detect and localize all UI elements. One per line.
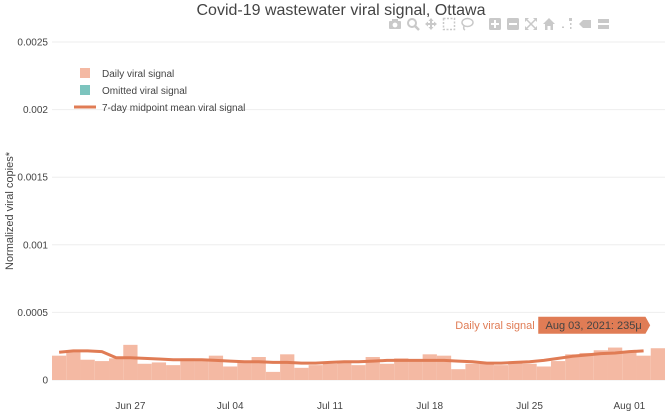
- daily-bar[interactable]: [94, 361, 110, 380]
- hover-box: [537, 315, 652, 335]
- y-tick-label: 0.0005: [17, 308, 48, 319]
- zoom-icon[interactable]: [406, 17, 420, 31]
- daily-bar[interactable]: [223, 366, 238, 380]
- daily-bar[interactable]: [151, 362, 167, 380]
- legend[interactable]: Daily viral signal Omitted viral signal 7-…: [74, 68, 245, 114]
- daily-bar[interactable]: [322, 363, 338, 380]
- hover-series-name: Daily viral signal: [455, 320, 534, 332]
- daily-bar[interactable]: [80, 359, 95, 380]
- hover-closest-icon[interactable]: [578, 17, 592, 31]
- hover-value-text: Aug 03, 2021: 235μ: [545, 320, 641, 332]
- hover-compare-icon[interactable]: [596, 17, 610, 31]
- daily-bar[interactable]: [194, 359, 209, 380]
- daily-bar[interactable]: [565, 354, 580, 380]
- daily-bar[interactable]: [622, 351, 637, 380]
- daily-bar[interactable]: [294, 367, 309, 380]
- chart-title: Covid-19 wastewater viral signal, Ottawa: [196, 2, 485, 19]
- daily-bar[interactable]: [479, 362, 494, 380]
- daily-bar[interactable]: [422, 354, 437, 380]
- daily-bar[interactable]: [123, 344, 138, 380]
- reset-axes-icon[interactable]: [542, 17, 556, 31]
- hover-tooltip: Aug 03, 2021: 235μ Daily viral signal: [455, 315, 652, 335]
- daily-bar[interactable]: [465, 363, 480, 380]
- x-tick-label: Jul 18: [416, 401, 443, 412]
- daily-bar[interactable]: [365, 357, 380, 380]
- daily-bar[interactable]: [379, 363, 395, 380]
- zoom-out-icon[interactable]: [506, 17, 520, 31]
- x-tick-label: Jul 25: [516, 401, 543, 412]
- daily-bar[interactable]: [451, 369, 466, 380]
- y-tick-label: 0.002: [23, 105, 48, 116]
- daily-bar[interactable]: [137, 363, 152, 380]
- legend-swatch: [80, 68, 90, 78]
- camera-icon[interactable]: [388, 17, 402, 31]
- daily-bar[interactable]: [237, 362, 252, 380]
- daily-bar[interactable]: [109, 358, 124, 380]
- daily-bar[interactable]: [280, 354, 295, 380]
- daily-bar[interactable]: [593, 350, 608, 380]
- legend-item[interactable]: Daily viral signal: [80, 68, 174, 80]
- y-tick-label: 0: [42, 376, 48, 387]
- y-tick-label: 0.0025: [17, 38, 48, 49]
- daily-bar[interactable]: [536, 366, 551, 380]
- x-tick-label: Jun 27: [115, 401, 145, 412]
- mean-line[interactable]: [58, 349, 644, 365]
- legend-item[interactable]: 7-day midpoint mean viral signal: [74, 103, 245, 114]
- zoom-in-icon[interactable]: [488, 17, 502, 31]
- y-tick-label: 0.001: [23, 240, 48, 251]
- box-select-icon[interactable]: [442, 17, 456, 31]
- daily-bar[interactable]: [337, 361, 352, 380]
- legend-label: Daily viral signal: [102, 69, 174, 80]
- x-tick-label: Aug 01: [614, 401, 646, 412]
- daily-bar[interactable]: [351, 365, 366, 380]
- x-tick-label: Jul 11: [317, 401, 343, 412]
- daily-bar[interactable]: [394, 358, 409, 380]
- y-tick-label: 0.0015: [17, 173, 48, 184]
- autoscale-icon[interactable]: [524, 17, 538, 31]
- x-tick-label: Jul 04: [217, 401, 244, 412]
- y-axis-label: Normalized viral copies*: [4, 151, 16, 270]
- daily-bar[interactable]: [508, 362, 523, 380]
- y-tick-labels: 0 0.0005 0.001 0.0015 0.002 0.0025: [17, 38, 48, 387]
- mean-line-layer: [58, 349, 644, 365]
- daily-bar[interactable]: [522, 363, 537, 380]
- daily-bar[interactable]: [66, 350, 81, 380]
- daily-bar[interactable]: [493, 365, 509, 380]
- modebar: [388, 14, 610, 34]
- legend-swatch: [80, 85, 90, 95]
- daily-bar[interactable]: [52, 355, 67, 380]
- legend-item[interactable]: Omitted viral signal: [80, 85, 187, 97]
- legend-label: Omitted viral signal: [102, 86, 187, 97]
- daily-bar[interactable]: [408, 359, 423, 380]
- daily-bars: [52, 344, 665, 380]
- legend-label: 7-day midpoint mean viral signal: [102, 103, 245, 114]
- daily-bar[interactable]: [180, 358, 195, 380]
- daily-bar[interactable]: [607, 347, 623, 380]
- pan-icon[interactable]: [424, 17, 438, 31]
- lasso-icon[interactable]: [460, 17, 474, 31]
- spike-lines-icon[interactable]: [560, 17, 574, 31]
- daily-bar[interactable]: [550, 361, 566, 380]
- daily-bar[interactable]: [308, 365, 323, 380]
- daily-bar[interactable]: [265, 371, 281, 380]
- daily-bar[interactable]: [166, 365, 181, 380]
- daily-bar[interactable]: [579, 352, 594, 380]
- daily-bar[interactable]: [650, 348, 665, 380]
- x-tick-labels: Jun 27 Jul 04 Jul 11 Jul 18 Jul 25 Aug 01: [115, 401, 645, 412]
- daily-bar[interactable]: [636, 355, 651, 380]
